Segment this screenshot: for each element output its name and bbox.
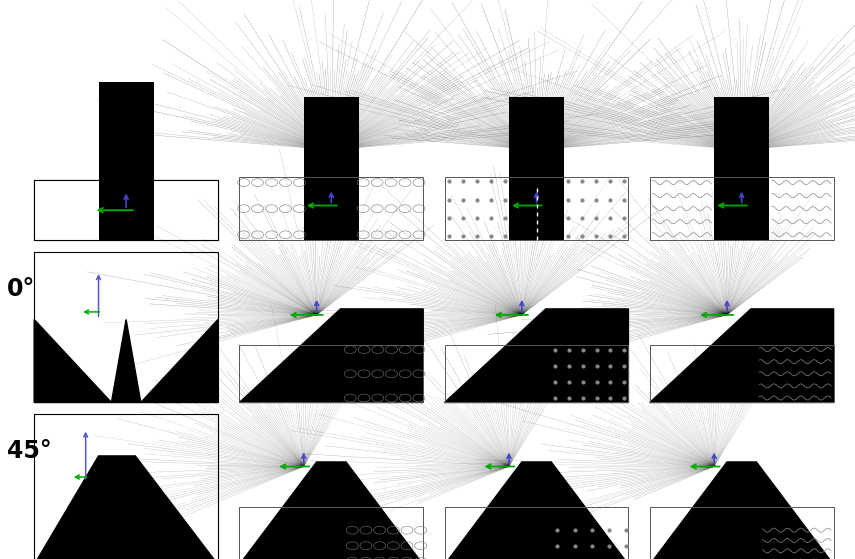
- Polygon shape: [239, 462, 423, 559]
- Bar: [445, 177, 509, 240]
- Polygon shape: [650, 309, 834, 402]
- Text: Surface type: Surface type: [682, 531, 801, 549]
- Bar: [239, 345, 423, 402]
- Bar: [304, 97, 359, 240]
- Polygon shape: [445, 462, 628, 559]
- Bar: [445, 177, 628, 240]
- Bar: [509, 97, 564, 240]
- Bar: [564, 177, 628, 240]
- Polygon shape: [445, 309, 628, 402]
- Bar: [34, 180, 98, 240]
- Bar: [34, 180, 218, 240]
- Bar: [650, 177, 714, 240]
- Bar: [359, 177, 423, 240]
- Bar: [445, 507, 628, 559]
- Bar: [650, 345, 834, 402]
- Bar: [239, 177, 304, 240]
- Polygon shape: [239, 309, 423, 402]
- Bar: [650, 507, 834, 559]
- Bar: [714, 97, 770, 240]
- Bar: [154, 180, 218, 240]
- Bar: [445, 345, 628, 402]
- Text: Flat type: Flat type: [84, 531, 168, 549]
- Bar: [239, 177, 423, 240]
- Polygon shape: [34, 319, 218, 402]
- Polygon shape: [34, 456, 218, 559]
- Text: 45°: 45°: [7, 439, 51, 463]
- Bar: [239, 507, 423, 559]
- Polygon shape: [650, 462, 834, 559]
- Bar: [34, 414, 218, 559]
- Bar: [770, 177, 834, 240]
- Bar: [98, 82, 154, 240]
- Text: 0°: 0°: [7, 277, 35, 301]
- Text: NPF type: NPF type: [289, 531, 374, 549]
- Bar: [34, 252, 218, 402]
- Bar: [650, 177, 834, 240]
- Text: NP type: NP type: [499, 531, 574, 549]
- Bar: [34, 180, 218, 240]
